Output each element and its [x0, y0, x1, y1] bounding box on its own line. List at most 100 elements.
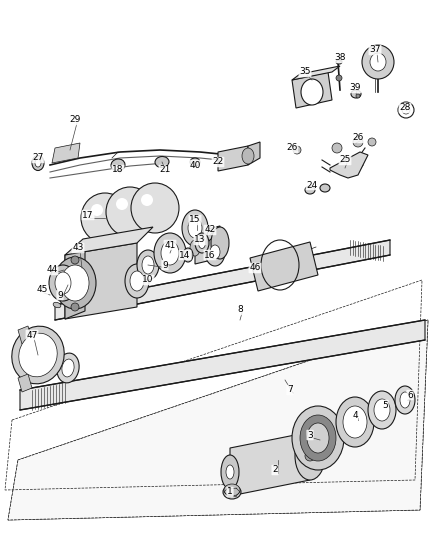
Text: 4: 4 — [352, 410, 358, 419]
Polygon shape — [8, 320, 428, 520]
Text: 22: 22 — [212, 157, 224, 166]
Text: 29: 29 — [69, 116, 81, 125]
Ellipse shape — [53, 302, 61, 308]
Circle shape — [356, 94, 360, 98]
Ellipse shape — [370, 53, 386, 71]
Ellipse shape — [155, 157, 169, 167]
Text: 14: 14 — [179, 251, 191, 260]
Ellipse shape — [190, 158, 200, 166]
Ellipse shape — [131, 183, 179, 233]
Text: 9: 9 — [57, 290, 63, 300]
Ellipse shape — [130, 271, 144, 291]
Text: 15: 15 — [189, 215, 201, 224]
Ellipse shape — [49, 265, 77, 301]
Ellipse shape — [54, 257, 96, 309]
Text: 8: 8 — [237, 305, 243, 314]
Ellipse shape — [400, 392, 410, 408]
Ellipse shape — [190, 240, 200, 256]
Text: 3: 3 — [307, 431, 313, 440]
Ellipse shape — [91, 204, 103, 216]
Text: 9: 9 — [162, 261, 168, 270]
Text: 26: 26 — [352, 133, 364, 142]
Text: 27: 27 — [32, 154, 44, 163]
Circle shape — [71, 256, 79, 264]
Text: 38: 38 — [334, 53, 346, 62]
Ellipse shape — [198, 238, 205, 248]
Text: 46: 46 — [249, 263, 261, 272]
Polygon shape — [55, 240, 390, 320]
Circle shape — [332, 143, 342, 153]
Text: 42: 42 — [205, 225, 215, 235]
Text: 28: 28 — [399, 103, 411, 112]
Ellipse shape — [368, 391, 396, 429]
Text: 25: 25 — [339, 156, 351, 165]
Text: 6: 6 — [407, 391, 413, 400]
Ellipse shape — [62, 359, 74, 377]
Circle shape — [305, 451, 315, 461]
Circle shape — [368, 138, 376, 146]
Ellipse shape — [116, 198, 128, 210]
Polygon shape — [218, 146, 248, 171]
Ellipse shape — [295, 432, 325, 480]
Polygon shape — [248, 142, 260, 165]
Ellipse shape — [183, 248, 193, 262]
Polygon shape — [65, 243, 137, 319]
Ellipse shape — [12, 326, 64, 384]
Circle shape — [293, 146, 301, 154]
Ellipse shape — [81, 193, 129, 243]
Polygon shape — [292, 66, 340, 80]
Text: 44: 44 — [46, 265, 58, 274]
Polygon shape — [65, 227, 153, 255]
Polygon shape — [195, 226, 220, 264]
Ellipse shape — [137, 250, 159, 280]
Text: 5: 5 — [382, 400, 388, 409]
Ellipse shape — [301, 79, 323, 105]
Ellipse shape — [57, 353, 79, 383]
Text: 2: 2 — [272, 465, 278, 474]
Ellipse shape — [141, 194, 153, 206]
Polygon shape — [52, 143, 80, 163]
Ellipse shape — [351, 90, 361, 98]
Ellipse shape — [300, 415, 336, 461]
Text: 35: 35 — [299, 68, 311, 77]
Text: 40: 40 — [189, 160, 201, 169]
Ellipse shape — [211, 227, 229, 259]
Polygon shape — [20, 320, 425, 410]
Ellipse shape — [111, 159, 125, 171]
Text: 1: 1 — [227, 488, 233, 497]
Ellipse shape — [125, 264, 149, 298]
Circle shape — [402, 106, 410, 114]
Ellipse shape — [242, 148, 254, 164]
Ellipse shape — [292, 406, 344, 470]
Polygon shape — [250, 242, 318, 291]
Text: 37: 37 — [369, 45, 381, 54]
Circle shape — [398, 102, 414, 118]
Circle shape — [71, 303, 79, 311]
Ellipse shape — [32, 156, 44, 171]
Polygon shape — [292, 72, 332, 108]
Ellipse shape — [35, 159, 41, 167]
Ellipse shape — [154, 233, 186, 273]
Text: 47: 47 — [26, 330, 38, 340]
Circle shape — [336, 75, 342, 81]
Polygon shape — [18, 374, 32, 392]
Ellipse shape — [161, 241, 179, 265]
Ellipse shape — [106, 187, 154, 237]
Ellipse shape — [226, 465, 234, 479]
Text: 10: 10 — [142, 276, 154, 285]
Ellipse shape — [395, 386, 415, 414]
Polygon shape — [65, 247, 85, 319]
Text: 18: 18 — [112, 166, 124, 174]
Ellipse shape — [188, 218, 202, 238]
Ellipse shape — [210, 245, 220, 259]
Polygon shape — [330, 152, 368, 178]
Ellipse shape — [195, 233, 209, 253]
Text: 26: 26 — [286, 143, 298, 152]
Text: 7: 7 — [287, 385, 293, 394]
Ellipse shape — [223, 485, 241, 499]
Text: 13: 13 — [194, 236, 206, 245]
Ellipse shape — [305, 186, 315, 194]
Polygon shape — [18, 326, 32, 344]
Text: 16: 16 — [204, 251, 216, 260]
Text: 45: 45 — [36, 286, 48, 295]
